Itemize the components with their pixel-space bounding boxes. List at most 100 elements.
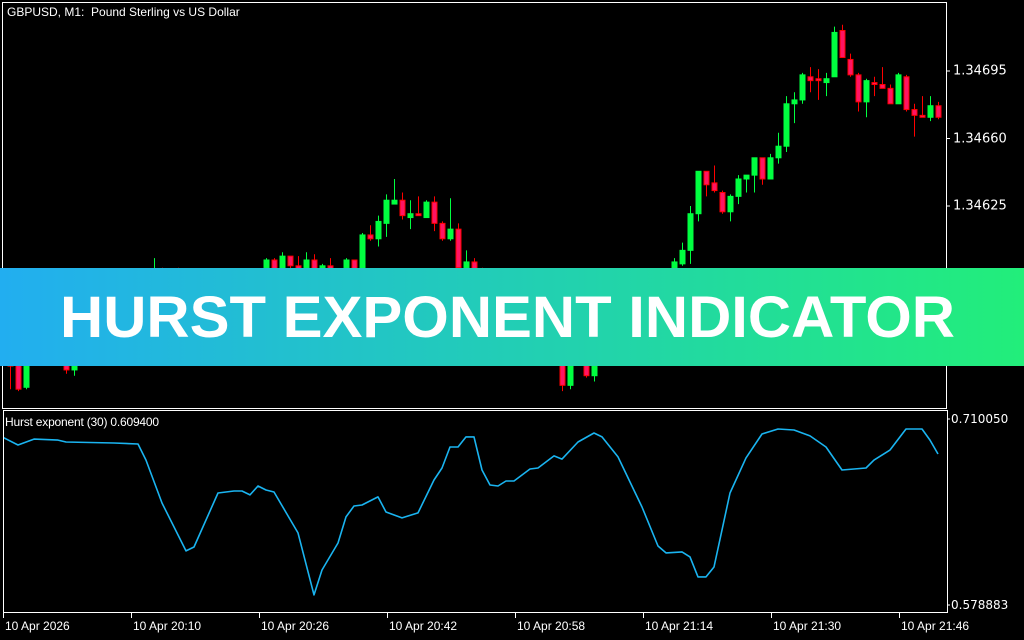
candle-body [751,157,758,176]
bearish-candle [807,67,814,93]
candle-body [367,234,374,240]
candle-body [679,249,686,265]
candle-body [743,174,750,180]
bearish-candle [935,101,942,120]
bullish-candle [423,200,430,219]
candle-body [287,255,294,267]
time-tick-label: 10 Apr 2026 [5,619,70,633]
bearish-candle [815,69,822,100]
candle-body [447,228,454,240]
candle-body [735,178,742,197]
candle-body [903,76,910,111]
candle-body [439,222,446,240]
candle-body [695,170,702,215]
candle-body [911,109,918,116]
hurst-tick-label: 0.710050 [951,412,1009,426]
hurst-group [4,428,939,596]
bearish-candle [367,225,374,241]
candle-body [895,74,902,105]
candle-body [831,31,838,78]
candle-body [807,76,814,82]
hurst-indicator-panel[interactable] [3,410,948,613]
bullish-candle [767,153,774,180]
candle-body [799,74,806,101]
bearish-candle [703,170,710,197]
bullish-candle [743,174,750,193]
price-tick-label: 1.34625 [953,198,1007,214]
bullish-candle [799,72,806,104]
time-tick-label: 10 Apr 20:42 [389,619,458,633]
candle-body [375,220,382,240]
axis-ticks-group [3,70,950,618]
time-tick-label: 10 Apr 20:26 [261,619,330,633]
candle-body [783,103,790,147]
candle-body [879,84,886,89]
candle-body [815,78,822,82]
hurst-indicator-title: Hurst exponent (30) 0.609400 [5,415,159,429]
bearish-candle [711,165,718,193]
bearish-candle [847,53,854,77]
chart-symbol-title: GBPUSD, M1: Pound Sterling vs US Dollar [7,5,240,19]
candle-body [719,192,726,213]
bearish-candle [415,196,422,217]
candle-body [415,213,422,217]
candle-body [399,199,406,217]
bearish-candle [431,196,438,232]
candle-body [791,99,798,105]
bullish-candle [927,96,934,122]
bearish-candle [855,72,862,112]
bullish-candle [679,242,686,266]
bearish-candle [887,84,894,105]
bullish-candle [791,92,798,124]
bullish-candle [727,194,734,222]
candle-body [887,87,894,105]
bearish-candle [911,103,918,137]
bullish-candle [687,206,694,264]
bullish-candle [695,170,702,222]
candle-body [823,78,830,84]
time-tick-label: 10 Apr 21:14 [645,619,714,633]
candle-body [759,157,766,180]
bearish-candle [839,24,846,58]
bullish-candle [783,96,790,152]
price-tick-label: 1.34695 [953,63,1007,79]
candle-body [703,170,710,186]
time-tick-label: 10 Apr 21:46 [901,619,970,633]
bearish-candle [719,190,726,214]
candle-body [855,74,862,103]
time-tick-label: 10 Apr 20:10 [133,619,202,633]
bullish-candle [751,157,758,193]
candle-body [463,261,470,269]
time-tick-label: 10 Apr 20:58 [517,619,586,633]
hurst-tick-label: 0.578883 [951,598,1009,612]
bullish-candle [735,175,742,205]
bullish-candle [391,179,398,205]
bullish-candle [823,72,830,97]
candle-body [863,80,870,103]
candle-body [839,30,846,58]
candle-body [383,199,390,224]
bullish-candle [383,194,390,237]
bearish-candle [455,223,462,270]
price-tick-label: 1.34660 [953,131,1007,146]
candle-body [935,105,942,118]
hurst-line [4,428,939,596]
bearish-candle [439,221,446,241]
bullish-candle [775,132,782,164]
bearish-candle [879,67,886,89]
candle-body [455,228,462,269]
bearish-candle [759,157,766,185]
candle-body [687,213,694,251]
time-tick-label: 10 Apr 21:30 [773,619,842,633]
candle-body [431,201,438,224]
bullish-candle [375,215,382,247]
candle-body [767,157,774,180]
bearish-candle [919,96,926,118]
bullish-candle [831,26,838,78]
candle-body [919,114,926,118]
candle-body [775,145,782,159]
bullish-candle [463,250,470,270]
candle-body [871,82,878,85]
bearish-candle [903,74,910,112]
candle-body [423,201,430,219]
